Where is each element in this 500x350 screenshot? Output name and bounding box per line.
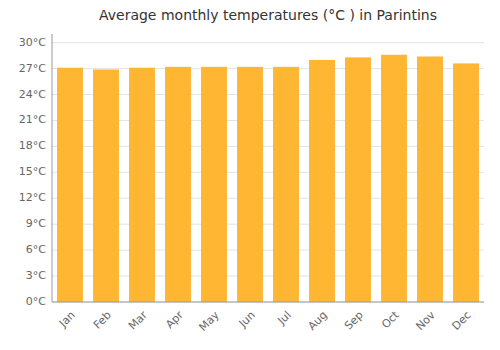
- bar: [57, 68, 83, 302]
- bar: [201, 67, 227, 302]
- y-tick-label: 15°C: [19, 165, 46, 178]
- bar: [309, 60, 335, 302]
- x-tick-label: Mar: [126, 308, 150, 332]
- bar: [273, 67, 299, 302]
- y-tick-label: 24°C: [19, 88, 46, 101]
- chart-title: Average monthly temperatures (°C ) in Pa…: [99, 7, 437, 23]
- x-tick-label: Dec: [450, 309, 474, 333]
- x-axis-line: [52, 302, 484, 303]
- x-tick-label: Nov: [413, 308, 438, 333]
- bar: [381, 55, 407, 302]
- y-tick-label: 3°C: [26, 269, 46, 282]
- bar: [165, 67, 191, 302]
- page: {"chart_data": {"type": "bar", "title": …: [0, 0, 500, 350]
- chart-container: 0°C 3°C 6°C 9°C 12°C 15°C 18°C 21°C 24°C 27°C 30°C…: [0, 0, 500, 350]
- y-tick-label: 9°C: [26, 217, 46, 230]
- grid-line: [52, 42, 484, 43]
- bar: [237, 67, 263, 302]
- y-axis: 0°C 3°C 6°C 9°C 12°C 15°C 18°C 21°C 24°C 27°C 30°C: [19, 34, 52, 308]
- x-tick-label: Jun: [236, 309, 258, 331]
- x-tick-label: Oct: [379, 308, 402, 331]
- grid-line: [52, 302, 484, 303]
- bar: [417, 56, 443, 302]
- x-tick-label: Sep: [342, 309, 366, 333]
- chart-svg: 0°C 3°C 6°C 9°C 12°C 15°C 18°C 21°C 24°C 27°C 30°C…: [0, 0, 500, 350]
- bar: [93, 69, 119, 302]
- y-tick-label: 30°C: [19, 36, 46, 49]
- y-tick-label: 27°C: [19, 62, 46, 75]
- x-tick-label: Aug: [305, 309, 329, 333]
- y-axis-line: [52, 34, 53, 302]
- bars: [57, 55, 479, 302]
- x-tick-label: Jan: [56, 309, 78, 331]
- y-tick-label: 21°C: [19, 113, 46, 126]
- y-tick-label: 18°C: [19, 139, 46, 152]
- x-axis: Jan Feb Mar Apr May Jun Jul Aug Sep Oct Nov Dec: [56, 308, 474, 334]
- x-tick-label: Jul: [274, 309, 293, 328]
- bar: [129, 68, 155, 302]
- x-tick-label: Feb: [91, 309, 114, 332]
- bar: [345, 57, 371, 302]
- y-tick-label: 6°C: [26, 243, 46, 256]
- y-grid: [52, 43, 484, 302]
- y-tick-label: 0°C: [26, 295, 46, 308]
- y-tick-label: 12°C: [19, 191, 46, 204]
- x-tick-label: May: [196, 308, 222, 334]
- bar: [453, 63, 479, 302]
- x-tick-label: Apr: [163, 308, 186, 331]
